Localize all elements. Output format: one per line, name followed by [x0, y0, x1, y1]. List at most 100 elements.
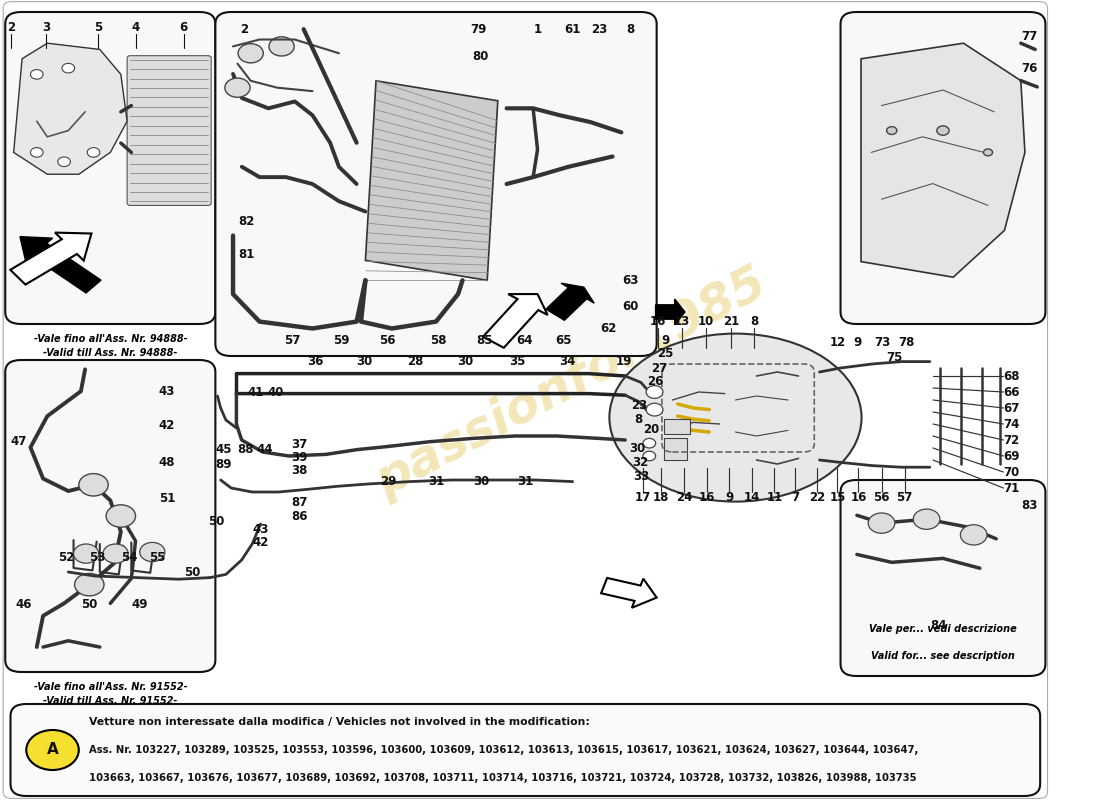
Text: 13: 13	[674, 315, 690, 328]
Text: 81: 81	[238, 248, 254, 261]
Text: 37: 37	[292, 438, 308, 450]
Text: 16: 16	[649, 315, 666, 328]
Text: 61: 61	[564, 22, 581, 36]
Text: 42: 42	[252, 536, 268, 549]
Text: 64: 64	[516, 334, 532, 347]
Text: 8: 8	[750, 315, 759, 328]
Text: Valid for... see description: Valid for... see description	[871, 651, 1015, 662]
Text: 63: 63	[621, 274, 638, 287]
Text: 76: 76	[1021, 62, 1037, 74]
FancyBboxPatch shape	[11, 704, 1041, 796]
Text: 83: 83	[1021, 499, 1037, 512]
Circle shape	[58, 157, 70, 166]
Text: 28: 28	[407, 355, 424, 368]
Text: 67: 67	[1003, 402, 1020, 414]
Text: 4: 4	[131, 21, 140, 34]
Text: 70: 70	[1003, 466, 1020, 478]
Text: 53: 53	[89, 551, 106, 564]
Text: 78: 78	[899, 336, 915, 349]
FancyBboxPatch shape	[6, 360, 216, 672]
Text: 22: 22	[810, 491, 825, 504]
Circle shape	[140, 542, 165, 562]
Text: 30: 30	[356, 355, 373, 368]
Text: 2: 2	[7, 21, 15, 34]
Text: 1: 1	[534, 22, 541, 36]
Circle shape	[238, 44, 263, 63]
Text: 26: 26	[648, 375, 663, 388]
Text: 32: 32	[631, 456, 648, 469]
Text: 8: 8	[635, 413, 642, 426]
Text: 16: 16	[850, 491, 867, 504]
Text: 50: 50	[81, 598, 98, 611]
Text: 75: 75	[886, 351, 902, 364]
Text: 43: 43	[158, 385, 175, 398]
Text: 30: 30	[473, 475, 490, 488]
Circle shape	[79, 474, 108, 496]
Text: 14: 14	[744, 491, 760, 504]
FancyBboxPatch shape	[840, 480, 1045, 676]
Circle shape	[644, 438, 656, 448]
Text: 21: 21	[723, 315, 739, 328]
Text: 27: 27	[650, 362, 667, 374]
Text: 50: 50	[184, 566, 200, 578]
FancyBboxPatch shape	[216, 12, 657, 356]
FancyArrow shape	[10, 233, 91, 285]
Text: 71: 71	[1003, 482, 1020, 494]
Text: 49: 49	[132, 598, 148, 611]
Text: 12: 12	[829, 336, 846, 349]
FancyBboxPatch shape	[840, 12, 1045, 324]
Text: 38: 38	[292, 464, 308, 477]
Ellipse shape	[609, 334, 861, 502]
Text: 62: 62	[600, 322, 616, 335]
Circle shape	[270, 37, 294, 56]
Circle shape	[62, 63, 75, 73]
Text: 69: 69	[1003, 450, 1020, 462]
Text: 80: 80	[472, 50, 488, 63]
Text: 11: 11	[767, 491, 782, 504]
Text: 73: 73	[874, 336, 891, 349]
Text: 59: 59	[333, 334, 350, 347]
Text: 60: 60	[621, 300, 638, 313]
Text: 9: 9	[725, 491, 734, 504]
Text: 48: 48	[158, 457, 175, 470]
Text: 57: 57	[896, 491, 913, 504]
FancyArrow shape	[656, 299, 685, 325]
Text: 31: 31	[428, 475, 444, 488]
Text: -Vale fino all'Ass. Nr. 91552-: -Vale fino all'Ass. Nr. 91552-	[33, 682, 187, 691]
Polygon shape	[861, 43, 1025, 278]
FancyArrow shape	[20, 237, 101, 293]
Text: 8: 8	[626, 22, 635, 36]
Text: 34: 34	[559, 355, 575, 368]
Text: 57: 57	[285, 334, 300, 347]
Circle shape	[106, 505, 135, 527]
Text: 58: 58	[430, 334, 447, 347]
Circle shape	[31, 70, 43, 79]
Text: 36: 36	[307, 355, 323, 368]
Text: 9: 9	[854, 336, 861, 349]
FancyBboxPatch shape	[128, 56, 211, 206]
Text: 103663, 103667, 103676, 103677, 103689, 103692, 103708, 103711, 103714, 103716, : 103663, 103667, 103676, 103677, 103689, …	[89, 773, 916, 782]
Circle shape	[646, 403, 663, 416]
Text: 9: 9	[661, 334, 669, 346]
Circle shape	[887, 126, 896, 134]
Text: 87: 87	[292, 496, 308, 509]
Text: 39: 39	[292, 451, 308, 464]
Text: Vetture non interessate dalla modifica / Vehicles not involved in the modificati: Vetture non interessate dalla modifica /…	[89, 718, 591, 727]
Text: 72: 72	[1003, 434, 1020, 446]
Text: 33: 33	[632, 470, 649, 482]
Text: 74: 74	[1003, 418, 1020, 430]
Circle shape	[75, 574, 104, 596]
Text: 84: 84	[931, 618, 947, 631]
Circle shape	[913, 509, 939, 530]
Text: 56: 56	[873, 491, 890, 504]
Text: 30: 30	[458, 355, 474, 368]
Circle shape	[26, 730, 79, 770]
Text: 43: 43	[252, 523, 268, 536]
Text: 31: 31	[517, 475, 534, 488]
Text: 24: 24	[675, 491, 692, 504]
Text: Ass. Nr. 103227, 103289, 103525, 103553, 103596, 103600, 103609, 103612, 103613,: Ass. Nr. 103227, 103289, 103525, 103553,…	[89, 745, 918, 755]
Text: 85: 85	[476, 334, 493, 347]
Text: 41: 41	[248, 386, 264, 398]
Text: 40: 40	[267, 386, 284, 398]
Text: 68: 68	[1003, 370, 1020, 382]
